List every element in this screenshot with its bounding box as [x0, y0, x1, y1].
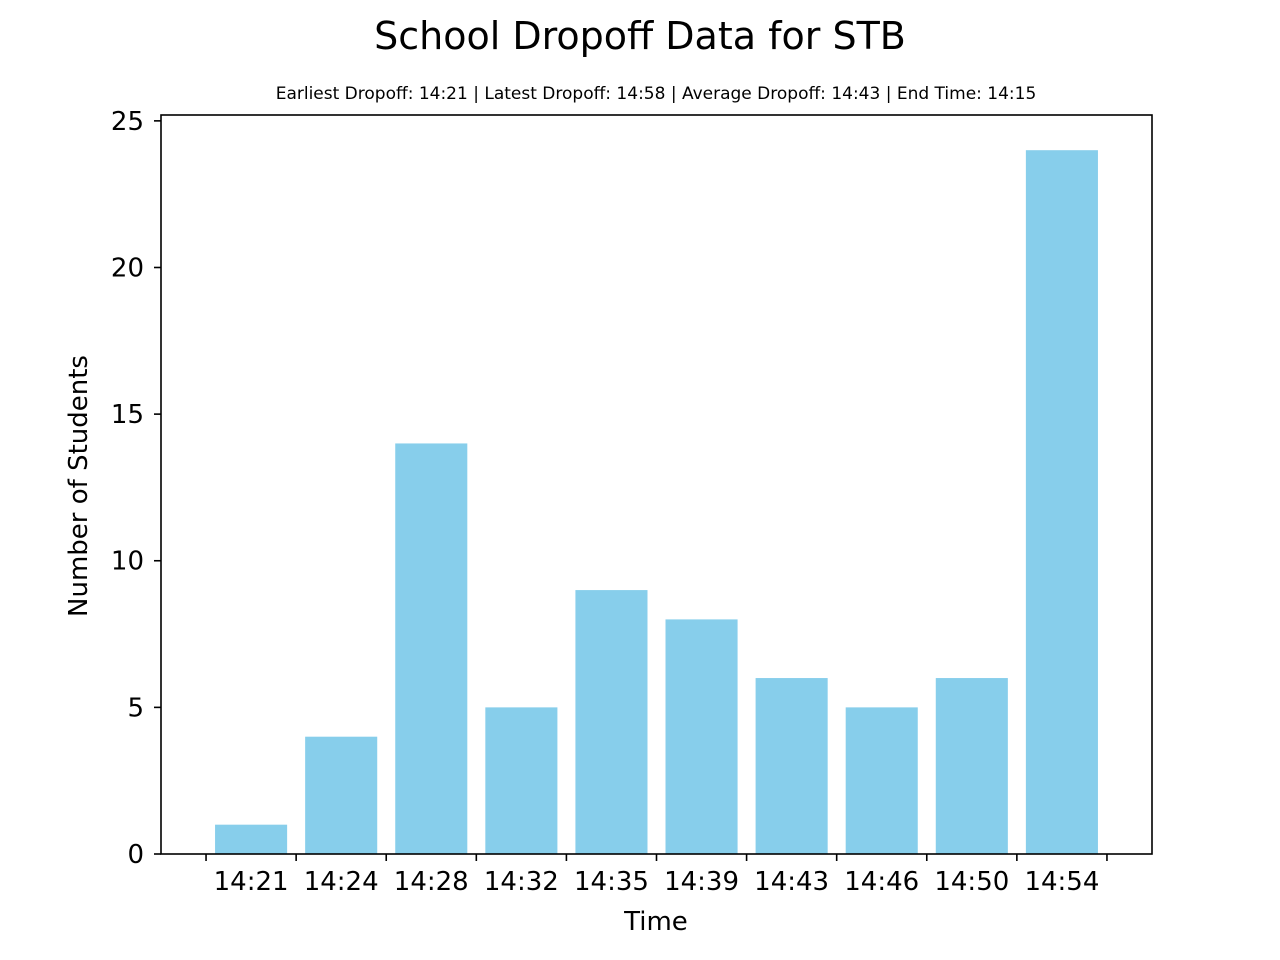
x-axis-label: Time — [623, 907, 688, 937]
y-tick-label: 5 — [127, 693, 144, 723]
bar — [215, 824, 288, 854]
x-tick-label: 14:43 — [754, 867, 829, 897]
y-tick-label: 25 — [111, 107, 144, 137]
bar — [845, 707, 918, 854]
bar — [755, 678, 828, 854]
bar — [305, 736, 378, 854]
y-axis-label: Number of Students — [64, 355, 94, 617]
x-tick-label: 14:21 — [214, 867, 289, 897]
y-tick-label: 20 — [111, 253, 144, 283]
x-tick-label: 14:46 — [844, 867, 919, 897]
chart-title: School Dropoff Data for STB — [374, 14, 906, 58]
x-tick-label: 14:32 — [484, 867, 559, 897]
y-tick-label: 15 — [111, 400, 144, 430]
bar — [575, 590, 648, 854]
chart-subtitle: Earliest Dropoff: 14:21 | Latest Dropoff… — [276, 84, 1037, 104]
x-tick-label: 14:39 — [664, 867, 739, 897]
plot-area: 14:21 14:24 14:28 14:32 14:35 14:39 14:43 14:46… — [111, 107, 1153, 897]
axes-frame — [160, 114, 1153, 855]
y-tick-label: 10 — [111, 547, 144, 577]
y-tick-label: 0 — [127, 840, 144, 870]
x-tick-label: 14:50 — [934, 867, 1009, 897]
x-tick-label: 14:54 — [1024, 867, 1099, 897]
x-tick-label: 14:24 — [304, 867, 379, 897]
bar — [485, 707, 558, 854]
bar — [935, 678, 1008, 854]
bar — [1025, 150, 1098, 854]
x-tick-label: 14:28 — [394, 867, 469, 897]
bar — [395, 443, 468, 854]
bar — [665, 619, 738, 854]
x-tick-label: 14:35 — [574, 867, 649, 897]
